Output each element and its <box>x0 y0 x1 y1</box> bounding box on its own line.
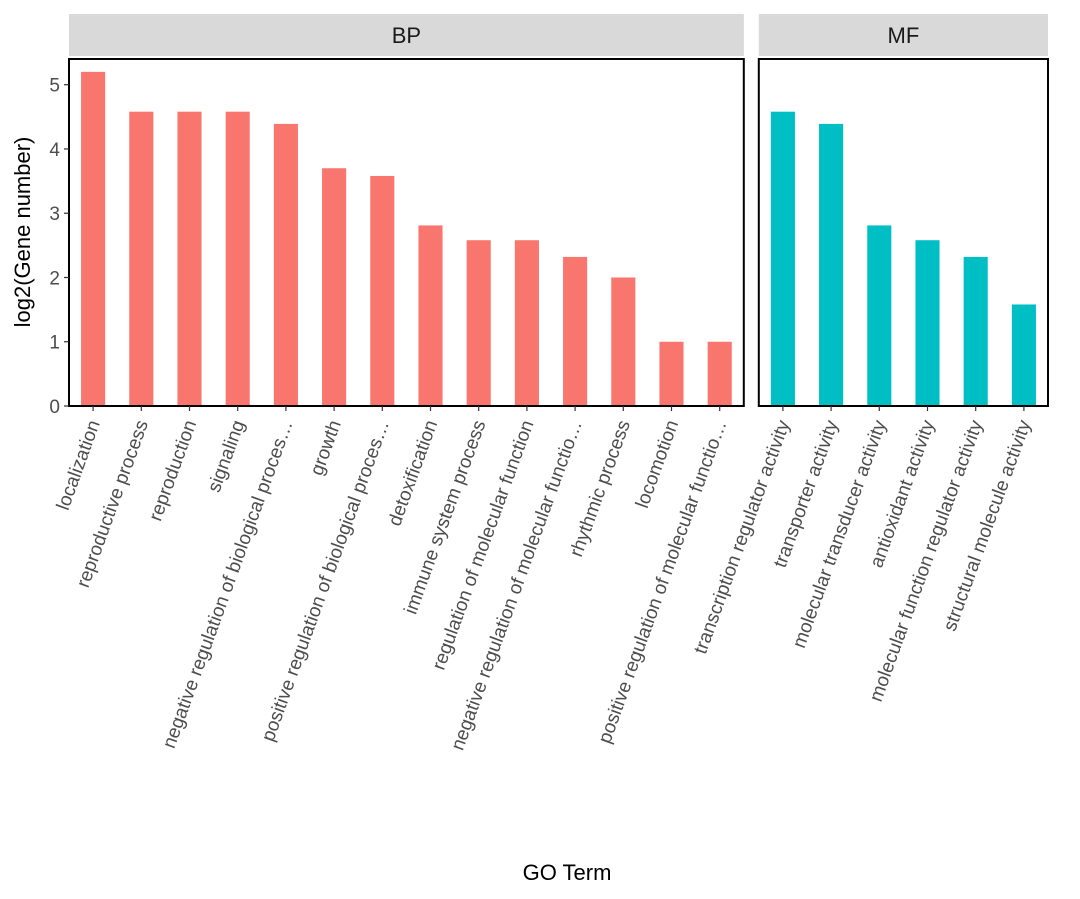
bar <box>963 256 988 406</box>
bar <box>563 256 588 406</box>
x-tick-label: detoxification <box>385 418 443 529</box>
bar <box>418 225 443 406</box>
bar <box>770 111 795 406</box>
bar <box>819 123 844 406</box>
bar <box>707 341 732 406</box>
y-tick-label: 2 <box>49 268 60 289</box>
facet-strip-label: BP <box>392 23 421 48</box>
panel-border <box>757 58 1049 407</box>
x-tick-label: locomotion <box>632 418 683 512</box>
bar <box>322 168 347 406</box>
bar <box>273 123 298 406</box>
x-tick-label: molecular transducer activity <box>789 417 891 651</box>
x-tick-label: signaling <box>204 418 249 496</box>
y-axis-title: log2(Gene number) <box>10 137 35 328</box>
bar <box>1011 304 1036 406</box>
facet-strip <box>758 14 1048 56</box>
y-tick-label: 4 <box>49 140 60 161</box>
facet-strip <box>69 14 744 56</box>
bar <box>81 71 106 406</box>
bar <box>867 225 892 406</box>
y-tick-label: 5 <box>49 76 60 97</box>
bar <box>225 111 250 406</box>
x-tick-label: localization <box>53 418 105 514</box>
x-axis-title: GO Term <box>523 860 612 885</box>
bar <box>177 111 202 406</box>
x-tick-label: growth <box>307 418 346 479</box>
bar <box>611 277 636 406</box>
bar <box>129 111 154 406</box>
x-tick-label: reproduction <box>145 418 201 524</box>
y-tick-label: 1 <box>49 333 60 354</box>
bar <box>659 341 684 406</box>
bar <box>466 240 491 406</box>
y-tick-label: 3 <box>49 204 60 225</box>
x-tick-label: structural molecule activity <box>940 417 1036 634</box>
facet-strip-label: MF <box>888 23 920 48</box>
bar <box>514 240 539 406</box>
y-tick-label: 0 <box>49 397 60 418</box>
bar <box>915 240 940 406</box>
panel-border <box>68 58 745 407</box>
bar <box>370 175 395 406</box>
y-axis: 0 1 2 3 4 5 <box>49 76 69 418</box>
